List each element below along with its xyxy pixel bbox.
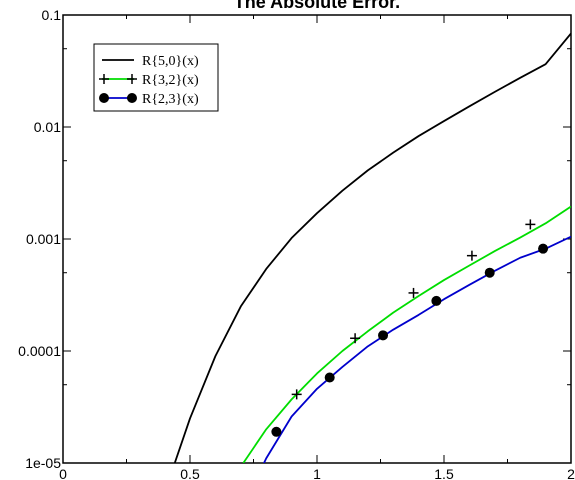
y-tick-label: 0.01 (34, 119, 61, 135)
legend: R{5,0}(x) R{3,2}(x) R{2,3}(x) (93, 43, 219, 112)
legend-label: R{2,3}(x) (142, 92, 199, 107)
x-tick-label: 1 (313, 466, 321, 480)
data-point-s1 (466, 250, 477, 261)
data-point-s2 (431, 295, 442, 306)
legend-label: R{3,2}(x) (142, 73, 199, 88)
legend-label: R{5,0}(x) (142, 54, 199, 69)
legend-marker (127, 74, 137, 84)
x-tick-label: 0.5 (180, 466, 200, 480)
x-tick-label: 1.5 (434, 466, 454, 480)
data-point-s2 (484, 267, 495, 278)
x-tick-label: 2 (567, 466, 575, 480)
series-line-0 (173, 32, 571, 463)
y-tick-label: 0.1 (42, 7, 62, 23)
x-tick-label: 0 (59, 466, 67, 480)
legend-marker (99, 93, 109, 103)
chart-title: The Absolute Error. (234, 0, 400, 12)
series-markers (271, 219, 549, 437)
y-tick-label: 0.001 (26, 231, 61, 247)
legend-marker (99, 74, 109, 84)
data-point-s1 (291, 389, 302, 400)
data-point-s1 (525, 219, 536, 230)
data-point-s1 (408, 287, 419, 298)
legend-box (93, 43, 219, 112)
series-line-2 (263, 235, 571, 463)
data-point-s2 (271, 426, 282, 437)
data-point-s1 (350, 333, 361, 344)
data-point-s2 (378, 330, 389, 341)
data-point-s2 (324, 372, 335, 383)
data-point-s2 (538, 243, 549, 254)
legend-marker (127, 93, 137, 103)
y-tick-label: 1e-05 (25, 455, 61, 471)
y-tick-label: 0.0001 (18, 343, 61, 359)
axis-ticks: 0 0.5 1 1.5 2 1e-05 0.0001 0.001 0.01 0.1 (18, 7, 575, 480)
